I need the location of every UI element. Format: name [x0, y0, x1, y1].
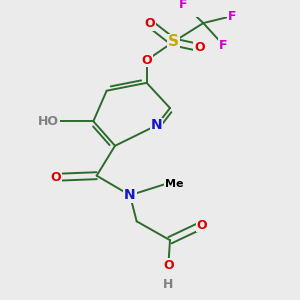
- Text: N: N: [124, 188, 136, 202]
- Text: S: S: [168, 34, 179, 50]
- Text: O: O: [197, 219, 207, 232]
- Text: F: F: [219, 39, 228, 52]
- Text: O: O: [163, 259, 174, 272]
- Text: H: H: [163, 278, 173, 291]
- Text: HO: HO: [38, 115, 59, 128]
- Text: O: O: [194, 41, 205, 54]
- Text: F: F: [227, 10, 236, 22]
- Text: N: N: [151, 118, 163, 132]
- Text: Me: Me: [165, 179, 184, 189]
- Text: O: O: [51, 171, 61, 184]
- Text: O: O: [145, 17, 155, 30]
- Text: F: F: [179, 0, 188, 11]
- Text: O: O: [141, 54, 152, 67]
